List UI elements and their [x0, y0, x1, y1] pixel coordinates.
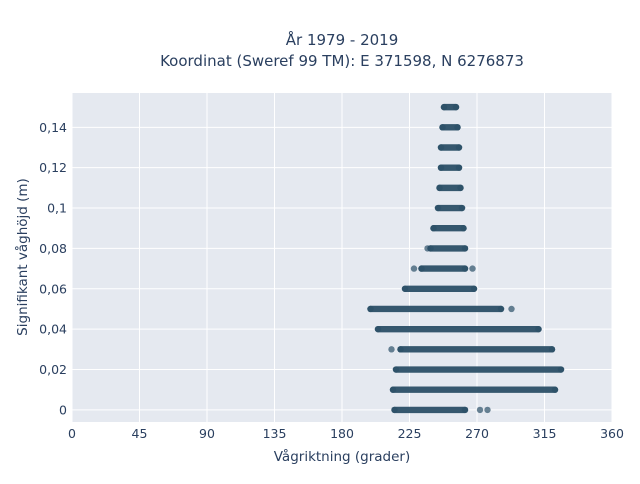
point-band: [424, 245, 469, 252]
data-point: [436, 184, 443, 192]
x-tick-label: 90: [199, 426, 215, 441]
x-tick-label: 360: [600, 426, 624, 441]
data-point: [470, 285, 478, 292]
point-band: [410, 265, 476, 272]
data-point: [367, 305, 374, 313]
data-point: [437, 144, 445, 151]
data-point: [535, 325, 542, 333]
x-tick-label: 180: [330, 426, 354, 441]
data-point: [454, 124, 461, 131]
data-point: [410, 265, 418, 272]
data-point: [461, 265, 469, 272]
data-point: [461, 406, 469, 414]
point-band: [430, 225, 467, 232]
x-tick-label: 315: [533, 426, 557, 441]
y-tick-label: 0,12: [39, 160, 67, 175]
data-point: [460, 225, 467, 232]
data-point: [437, 164, 445, 171]
x-tick-labels: 0 45 90 135 180 225 270 315 360: [68, 426, 624, 441]
data-point: [397, 346, 404, 353]
y-tick-label: 0,04: [39, 322, 67, 337]
data-point: [458, 204, 466, 212]
data-point: [440, 103, 448, 111]
point-band: [374, 325, 542, 333]
point-band: [389, 386, 559, 393]
data-point: [424, 245, 431, 252]
x-tick-label: 0: [68, 426, 76, 441]
data-point: [455, 164, 463, 171]
point-band: [388, 346, 556, 353]
point-band: [434, 204, 466, 212]
y-tick-label: 0,02: [39, 362, 67, 377]
point-band: [367, 305, 515, 313]
y-tick-label: 0,14: [39, 120, 67, 135]
point-band: [391, 406, 491, 414]
data-point: [484, 406, 491, 414]
data-point: [557, 366, 565, 373]
data-point: [452, 103, 460, 111]
y-tick-label: 0,1: [47, 201, 67, 216]
data-point: [455, 144, 463, 151]
data-point: [461, 245, 469, 252]
data-point: [457, 184, 464, 192]
chart-title-line1: År 1979 - 2019: [286, 30, 399, 49]
point-band: [437, 164, 463, 171]
data-point: [374, 325, 382, 333]
x-axis-title: Vågriktning (grader): [274, 448, 411, 465]
chart-title-line2: Koordinat (Sweref 99 TM): E 371598, N 62…: [160, 52, 524, 70]
y-tick-label: 0,08: [39, 241, 67, 256]
point-band: [439, 124, 461, 131]
data-point: [508, 305, 515, 313]
point-band: [392, 366, 565, 373]
data-point: [548, 346, 556, 353]
data-point: [469, 265, 476, 272]
y-tick-label: 0: [59, 402, 67, 417]
data-point: [418, 265, 425, 272]
y-tick-labels: 0 0,02 0,04 0,06 0,08 0,1 0,12 0,14: [39, 120, 67, 418]
data-point: [439, 124, 446, 131]
data-point: [551, 386, 559, 393]
data-point: [391, 406, 398, 414]
data-point: [388, 346, 395, 353]
data-point: [476, 406, 484, 414]
point-band: [437, 144, 463, 151]
data-point: [434, 204, 442, 212]
data-point: [401, 285, 409, 292]
x-tick-label: 45: [132, 426, 148, 441]
point-band: [440, 103, 460, 111]
data-point: [497, 305, 505, 313]
y-tick-label: 0,06: [39, 281, 67, 296]
x-tick-label: 135: [263, 426, 287, 441]
points-layer: [367, 103, 565, 414]
y-axis-title: Signifikant våghöjd (m): [14, 178, 31, 336]
data-point: [389, 386, 397, 393]
point-band: [401, 285, 478, 292]
point-band: [436, 184, 464, 192]
data-point: [430, 225, 437, 232]
data-point: [392, 366, 400, 373]
x-tick-label: 270: [465, 426, 489, 441]
x-tick-label: 225: [398, 426, 422, 441]
